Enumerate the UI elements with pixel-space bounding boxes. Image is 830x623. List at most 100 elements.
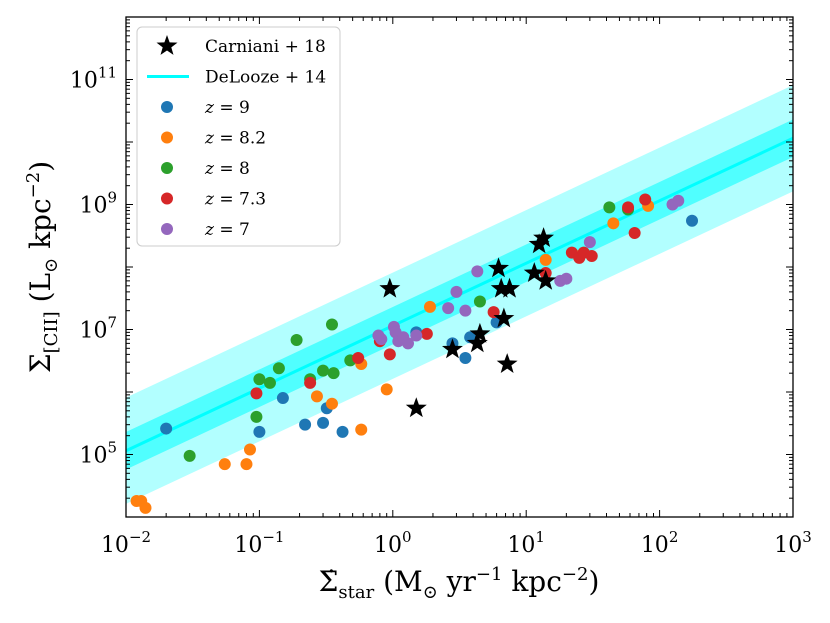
series-z-9 <box>160 214 699 438</box>
data-point <box>583 236 596 249</box>
data-point <box>450 285 463 298</box>
data-point <box>160 422 173 435</box>
star-point <box>499 277 520 298</box>
data-point <box>310 390 323 403</box>
star-point <box>469 322 491 343</box>
data-point <box>218 458 231 471</box>
legend-item: z = 8 <box>161 159 250 179</box>
data-point <box>607 217 620 230</box>
data-point <box>380 383 393 396</box>
data-point <box>183 449 196 462</box>
data-point <box>686 214 699 227</box>
y-tick-label: 1011 <box>70 64 117 94</box>
data-point <box>290 333 303 346</box>
legend-label: Carniani + 18 <box>205 37 326 57</box>
data-point <box>250 387 263 400</box>
x-tick-label: 102 <box>641 528 679 558</box>
legend-item: z = 7 <box>161 220 250 240</box>
star-point <box>442 338 463 359</box>
data-point <box>304 376 317 389</box>
data-point <box>402 337 415 350</box>
data-point <box>272 362 285 375</box>
data-point <box>317 364 330 377</box>
data-point <box>420 327 433 340</box>
series-z-7 <box>372 194 685 350</box>
x-tick-label: 101 <box>507 528 545 558</box>
data-point <box>410 329 423 342</box>
x-tick-label: 103 <box>774 528 812 558</box>
legend-circle-marker <box>161 131 173 144</box>
data-point <box>139 501 152 514</box>
data-point <box>253 373 266 386</box>
data-point <box>250 410 263 423</box>
data-point <box>539 253 552 266</box>
star-point <box>496 353 518 373</box>
data-point <box>383 348 396 361</box>
x-axis-label: Σ̇star (M⊙ yr−1 kpc−2) <box>319 564 600 603</box>
data-point <box>299 418 312 431</box>
star-point <box>488 257 509 278</box>
data-point <box>628 226 641 239</box>
data-point <box>672 194 685 207</box>
x-tick-label: 10−1 <box>234 528 284 558</box>
star-point <box>533 227 554 247</box>
y-tick-label: 109 <box>79 189 117 219</box>
data-point <box>325 318 338 331</box>
legend-label: z = 8 <box>204 159 250 179</box>
legend-label: z = 7.3 <box>204 190 266 210</box>
data-point <box>442 302 455 315</box>
data-point <box>473 295 486 308</box>
data-point <box>325 397 338 410</box>
data-point <box>459 351 472 364</box>
data-point <box>243 443 256 456</box>
data-point <box>352 351 365 364</box>
data-point <box>263 376 276 389</box>
data-point <box>355 423 368 436</box>
y-axis-label: Σ[CII] (L⊙ kpc−2) <box>23 161 62 373</box>
data-point <box>336 425 349 438</box>
legend-item: DeLooze + 14 <box>147 68 326 88</box>
data-point <box>639 193 652 206</box>
y-tick-label: 105 <box>79 439 117 469</box>
legend-item: z = 7.3 <box>161 190 266 210</box>
star-point <box>466 332 488 353</box>
star-point <box>523 262 545 282</box>
data-point <box>423 300 436 313</box>
data-point <box>276 392 289 405</box>
legend-label: z = 9 <box>204 98 250 118</box>
legend-circle-marker <box>161 101 173 113</box>
data-point <box>253 425 266 438</box>
legend-circle-marker <box>161 162 173 174</box>
legend-circle-marker <box>161 223 173 235</box>
star-point <box>405 397 427 418</box>
legend-box <box>136 26 341 247</box>
data-point <box>240 458 253 471</box>
data-point <box>585 249 598 262</box>
star-point <box>493 307 515 328</box>
legend-item: z = 8.2 <box>161 129 266 149</box>
data-point <box>327 367 340 380</box>
legend-label: z = 8.2 <box>204 129 266 149</box>
x-tick-label: 10−2 <box>101 528 151 558</box>
legend-item: Carniani + 18 <box>156 35 326 57</box>
legend-item: z = 9 <box>161 98 250 118</box>
points-layer <box>130 193 699 514</box>
legend-star-marker <box>156 35 178 55</box>
data-point <box>622 201 635 214</box>
data-point <box>375 333 388 346</box>
legend-circle-marker <box>161 192 173 205</box>
star-point <box>535 269 557 290</box>
legend-label: DeLooze + 14 <box>205 68 326 88</box>
star-point <box>379 277 401 298</box>
x-tick-label: 100 <box>374 528 412 558</box>
legend-label: z = 7 <box>204 220 250 240</box>
y-tick-label: 107 <box>79 314 117 344</box>
data-point <box>560 272 573 285</box>
data-point <box>317 416 330 429</box>
data-point <box>471 265 484 278</box>
series-carniani-18 <box>379 227 557 418</box>
ticks-layer: 10−2 10−1 100 101 102 103 105 107 109 1011 <box>70 17 812 558</box>
star-point <box>490 277 512 298</box>
legend: Carniani + 18 DeLooze + 14 z = 9 z = 8.2 z =… <box>136 26 341 247</box>
